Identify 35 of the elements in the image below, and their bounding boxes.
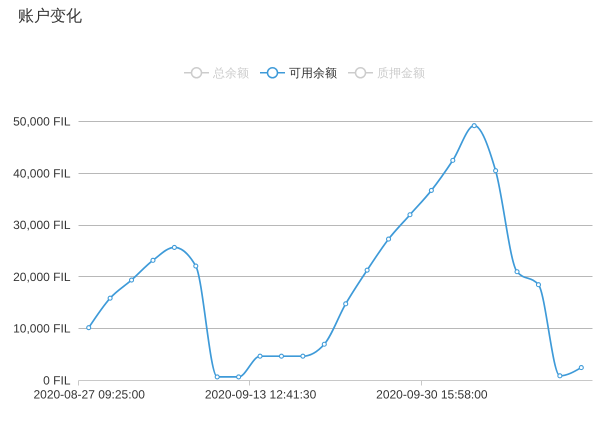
point (428, 188, 434, 193)
point (108, 296, 113, 301)
point (578, 365, 584, 370)
point (450, 158, 456, 163)
point (150, 258, 156, 263)
point (364, 268, 370, 273)
y-tick-label: 40,000 FIL (13, 166, 71, 180)
legend-label: 可用余额 (289, 66, 337, 80)
y-tick-label: 30,000 FIL (13, 218, 71, 232)
point (86, 325, 92, 330)
point (214, 374, 220, 380)
x-tick-label: 2020-08-27 09:25:00 (33, 388, 146, 402)
point (407, 212, 413, 218)
point (278, 354, 284, 359)
point (536, 282, 542, 288)
point (128, 277, 134, 283)
point (300, 354, 306, 359)
y-tick-label: 50,000 FIL (13, 114, 71, 128)
x-tick-label: 2020-09-30 15:58:00 (376, 388, 488, 402)
point (386, 236, 392, 242)
y-tick-label: 10,000 FIL (13, 322, 71, 336)
point (514, 269, 520, 274)
point (257, 354, 263, 359)
point (557, 373, 562, 378)
point (493, 168, 498, 174)
chart-title: 账户变化 (18, 7, 82, 25)
point (172, 244, 177, 250)
point (236, 374, 242, 380)
point (322, 342, 327, 347)
point (193, 263, 198, 269)
y-tick-label: 0 FIL (43, 374, 71, 388)
y-tick-label: 20,000 FIL (13, 270, 71, 284)
x-tick-label: 2020-09-13 12:41:30 (204, 388, 317, 402)
point (343, 301, 348, 306)
point (472, 123, 477, 128)
